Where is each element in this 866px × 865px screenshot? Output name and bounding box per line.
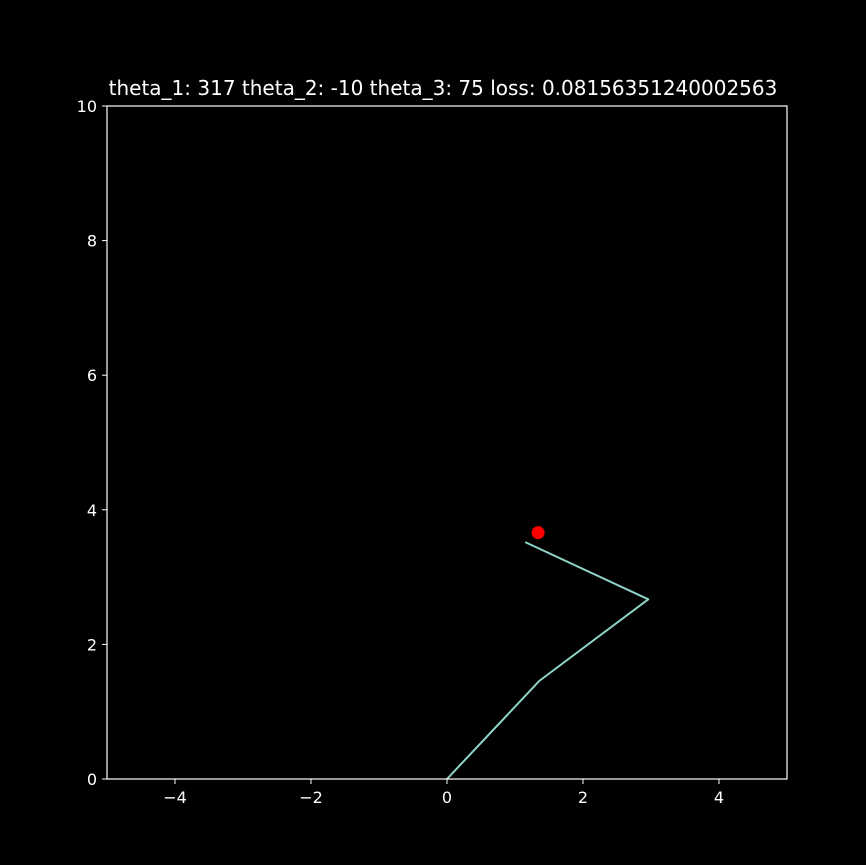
arm-series-line [446, 541, 650, 780]
y-tick-label: 6 [87, 366, 97, 385]
x-tick-label: −2 [299, 788, 323, 807]
plot-area [446, 526, 650, 780]
x-tick-label: 2 [578, 788, 588, 807]
y-tick-label: 10 [77, 97, 97, 116]
y-tick-label: 0 [87, 770, 97, 789]
y-tick-label: 8 [87, 232, 97, 251]
y-tick-label: 4 [87, 501, 97, 520]
chart-title: theta_1: 317 theta_2: -10 theta_3: 75 lo… [109, 76, 778, 100]
x-tick-label: 0 [442, 788, 452, 807]
x-axis: −4 −2 0 2 4 [163, 779, 724, 807]
x-tick-label: −4 [163, 788, 187, 807]
y-axis: 0 2 4 6 8 10 [77, 97, 107, 789]
target-point [531, 526, 545, 540]
x-tick-label: 4 [714, 788, 724, 807]
y-tick-label: 2 [87, 635, 97, 654]
